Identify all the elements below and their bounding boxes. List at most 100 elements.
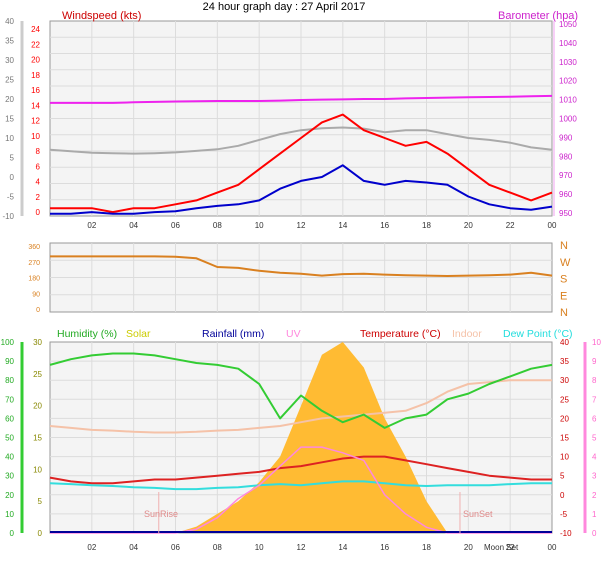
legend-barometer: Barometer (hpa) xyxy=(498,10,578,22)
temperature-line-top xyxy=(49,126,553,155)
temp-axis-tick: 40 xyxy=(5,17,14,26)
wind-x-tick: 06 xyxy=(171,221,180,230)
temperature-line xyxy=(49,455,552,485)
wind-axis-tick: 12 xyxy=(31,117,40,126)
wind-x-tick: 12 xyxy=(297,221,306,230)
direction-axis-tick: 0 xyxy=(36,307,40,314)
humidity-x-tick: 04 xyxy=(129,543,138,552)
legend-windspeed: Windspeed (kts) xyxy=(62,10,141,22)
temperature-axis-tick: 35 xyxy=(560,357,569,366)
uv-axis-tick: 5 xyxy=(592,434,597,443)
wind-axis-tick: 20 xyxy=(31,56,40,65)
temp-axis-tick: -5 xyxy=(7,193,15,202)
wind-axis-tick: 8 xyxy=(36,147,41,156)
wind-x-tick: 02 xyxy=(87,221,96,230)
wind-axis-tick: 2 xyxy=(36,193,41,202)
wind-axis-tick: 18 xyxy=(31,71,40,80)
solar-axis-tick: 0 xyxy=(38,529,43,538)
temperature-axis-tick: -5 xyxy=(560,510,568,519)
uv-axis-tick: 9 xyxy=(592,357,597,366)
wind-x-tick: 16 xyxy=(380,221,389,230)
wind-axis-tick: 6 xyxy=(36,162,41,171)
direction-compass-label: N xyxy=(560,240,568,252)
temperature-axis-tick: 10 xyxy=(560,453,569,462)
wind-axis-tick: 0 xyxy=(36,208,41,217)
humidity-axis-tick: 40 xyxy=(5,453,14,462)
barometer-axis-tick: 980 xyxy=(559,152,573,161)
temperature-axis-tick: 25 xyxy=(560,395,569,404)
uv-axis-tick: 0 xyxy=(592,529,597,538)
humidity-axis-tick: 50 xyxy=(5,434,14,443)
wind-x-tick: 20 xyxy=(464,221,473,230)
wind-x-tick: 00 xyxy=(548,221,557,230)
temperature-axis-tick: -10 xyxy=(560,529,572,538)
solar-axis-tick: 20 xyxy=(33,402,42,411)
wind-axis-tick: 16 xyxy=(31,86,40,95)
legend-temperature: Temperature (°C) xyxy=(360,328,441,340)
humidity-x-tick: 20 xyxy=(464,543,473,552)
chart-title: 24 hour graph day : 27 April 2017 xyxy=(203,1,366,13)
moonset-annotation: Moon Set xyxy=(484,543,519,552)
humidity-axis-tick: 90 xyxy=(5,357,14,366)
solar-area xyxy=(50,342,552,533)
temperature-axis-tick: 30 xyxy=(560,376,569,385)
wind-x-tick: 10 xyxy=(255,221,264,230)
humidity-axis-tick: 60 xyxy=(5,414,14,423)
legend-indoor: Indoor xyxy=(452,328,482,340)
legend-uv: UV xyxy=(286,328,301,340)
temp-axis-tick: 10 xyxy=(5,134,14,143)
temperature-axis-tick: 40 xyxy=(560,338,569,347)
humidity-axis-tick: 20 xyxy=(5,491,14,500)
humidity-axis-tick: 100 xyxy=(1,338,15,347)
temp-axis-tick: 30 xyxy=(5,56,14,65)
direction-compass-label: N xyxy=(560,307,568,319)
solar-axis-tick: 25 xyxy=(33,370,42,379)
temp-axis-tick: 15 xyxy=(5,115,14,124)
wind-axis-tick: 4 xyxy=(36,178,41,187)
solar-axis-tick: 10 xyxy=(33,465,42,474)
barometer-axis-tick: 1050 xyxy=(559,20,577,29)
wind-x-tick: 08 xyxy=(213,221,222,230)
uv-axis-tick: 2 xyxy=(592,491,597,500)
humidity-x-tick: 06 xyxy=(171,543,180,552)
legend-humidity: Humidity (%) xyxy=(57,328,117,340)
temp-axis-tick: 0 xyxy=(10,173,15,182)
solar-axis-tick: 15 xyxy=(33,434,42,443)
humidity-axis-tick: 0 xyxy=(10,529,15,538)
humidity-x-tick: 16 xyxy=(380,543,389,552)
barometer-axis-tick: 1030 xyxy=(559,58,577,67)
humidity-axis-tick: 10 xyxy=(5,510,14,519)
sunset-annotation: SunSet xyxy=(463,509,493,519)
humidity-x-tick: 02 xyxy=(87,543,96,552)
humidity-x-tick: 08 xyxy=(213,543,222,552)
uv-axis-tick: 7 xyxy=(592,395,597,404)
wind-average-line xyxy=(50,164,553,215)
legend-rainfall: Rainfall (mm) xyxy=(202,328,264,340)
barometer-axis-tick: 1000 xyxy=(559,115,577,124)
humidity-axis-tick: 70 xyxy=(5,395,14,404)
wind-x-tick: 18 xyxy=(422,221,431,230)
humidity-line xyxy=(49,352,553,429)
wind-x-tick: 04 xyxy=(129,221,138,230)
temperature-axis-tick: 20 xyxy=(560,414,569,423)
windspeed-line xyxy=(50,113,553,214)
uv-axis-tick: 10 xyxy=(592,338,601,347)
dew-point-line xyxy=(49,480,552,491)
barometer-axis-tick: 1040 xyxy=(559,39,577,48)
temp-axis-tick: 20 xyxy=(5,95,14,104)
temperature-axis-tick: 0 xyxy=(560,491,565,500)
barometer-axis-tick: 1010 xyxy=(559,96,577,105)
direction-axis-tick: 180 xyxy=(28,276,40,283)
uv-axis-tick: 1 xyxy=(592,510,597,519)
wind-direction-line xyxy=(50,255,553,277)
temp-axis-tick: 25 xyxy=(5,76,14,85)
direction-axis-tick: 360 xyxy=(28,244,40,251)
direction-compass-label: S xyxy=(560,274,567,286)
wind-axis-tick: 14 xyxy=(31,101,40,110)
sunrise-annotation: SunRise xyxy=(144,509,178,519)
barometer-axis-tick: 1020 xyxy=(559,77,577,86)
solar-axis-tick: 5 xyxy=(38,497,43,506)
solar-axis-tick: 30 xyxy=(33,338,42,347)
uv-axis-tick: 4 xyxy=(592,453,597,462)
uv-axis-tick: 3 xyxy=(592,472,597,481)
